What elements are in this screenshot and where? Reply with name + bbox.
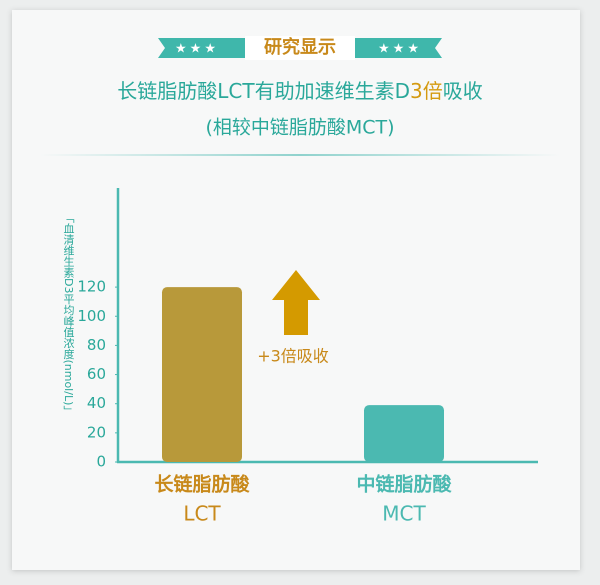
x-tick-label: 长链脂肪酸 [154,473,250,496]
y-tick-label: 20 [87,423,106,441]
svg-text:★★★: ★★★ [175,42,219,57]
x-tick-label: 中链脂肪酸 [356,473,452,496]
x-tick-code: LCT [183,502,221,526]
bar [364,405,444,462]
annotation: +3倍吸收 [257,347,329,366]
y-tick-label: 100 [77,307,106,325]
arrow [272,270,320,335]
y-tick-label: 120 [77,278,106,296]
bar [162,287,242,462]
y-tick-label: 0 [96,453,106,471]
chart-subtitle: (相较中链脂肪酸MCT) [205,117,394,139]
y-tick-label: 40 [87,394,106,412]
divider [40,154,560,156]
title-highlight: 3倍 [410,79,443,103]
title-part: 吸收 [443,79,483,103]
svg-text:★★★: ★★★ [378,42,422,57]
y-tick-label: 80 [87,336,106,354]
badge: ★★★ ★★★ 研究显示 [158,36,442,60]
title-part: 长链脂肪酸LCT有助加速维生素D [117,79,410,103]
y-axis-label: 「血清维生素D3平均峰值浓度(nmol/L)」 [62,212,75,416]
chart-title: 长链脂肪酸LCT有助加速维生素D3倍吸收 [117,79,482,103]
badge-text: 研究显示 [264,36,336,58]
y-tick-label: 60 [87,365,106,383]
x-tick-code: MCT [382,502,426,526]
